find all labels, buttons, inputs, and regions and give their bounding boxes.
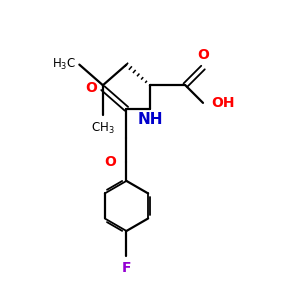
Text: H$_3$C: H$_3$C [52, 57, 76, 72]
Text: O: O [197, 48, 209, 62]
Text: O: O [86, 81, 98, 95]
Text: CH$_3$: CH$_3$ [91, 121, 115, 136]
Text: NH: NH [137, 112, 163, 127]
Text: O: O [104, 155, 116, 169]
Text: OH: OH [211, 96, 235, 110]
Text: F: F [122, 261, 131, 275]
